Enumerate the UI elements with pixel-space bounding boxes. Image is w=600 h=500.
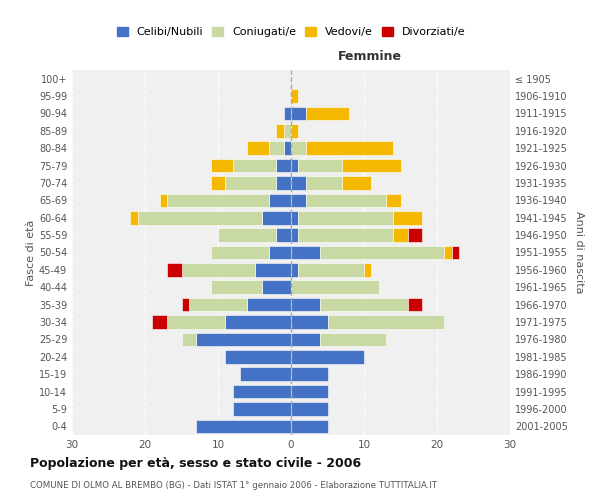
Bar bbox=[291, 315, 328, 329]
Bar bbox=[291, 228, 298, 242]
Bar bbox=[277, 124, 284, 138]
Bar bbox=[284, 142, 291, 155]
Text: Popolazione per età, sesso e stato civile - 2006: Popolazione per età, sesso e stato civil… bbox=[30, 458, 361, 470]
Bar bbox=[386, 194, 401, 207]
Bar bbox=[291, 90, 298, 103]
Bar bbox=[393, 228, 408, 242]
Bar bbox=[167, 315, 226, 329]
Bar bbox=[444, 246, 452, 260]
Bar bbox=[269, 246, 291, 260]
Bar bbox=[305, 106, 349, 120]
Bar bbox=[305, 194, 386, 207]
Bar bbox=[277, 176, 291, 190]
Text: Femmine: Femmine bbox=[338, 50, 402, 62]
Bar bbox=[291, 280, 379, 294]
Bar bbox=[298, 263, 364, 276]
Bar bbox=[291, 124, 298, 138]
Bar bbox=[291, 211, 298, 224]
Bar bbox=[452, 246, 459, 260]
Bar bbox=[167, 194, 269, 207]
Bar bbox=[277, 159, 291, 172]
Bar bbox=[182, 263, 254, 276]
Bar bbox=[182, 298, 189, 312]
Bar bbox=[291, 332, 320, 346]
Bar bbox=[226, 315, 291, 329]
Bar bbox=[393, 211, 422, 224]
Bar bbox=[240, 368, 291, 381]
Bar bbox=[262, 280, 291, 294]
Bar bbox=[182, 332, 196, 346]
Bar bbox=[226, 350, 291, 364]
Bar bbox=[233, 159, 277, 172]
Bar bbox=[233, 402, 291, 415]
Bar bbox=[291, 194, 305, 207]
Bar bbox=[342, 176, 371, 190]
Bar bbox=[277, 228, 291, 242]
Bar bbox=[298, 159, 342, 172]
Bar bbox=[320, 246, 444, 260]
Bar bbox=[408, 298, 422, 312]
Bar bbox=[298, 228, 393, 242]
Bar bbox=[196, 332, 291, 346]
Bar bbox=[291, 106, 305, 120]
Bar bbox=[291, 350, 364, 364]
Bar bbox=[138, 211, 262, 224]
Bar bbox=[291, 159, 298, 172]
Bar bbox=[320, 298, 408, 312]
Bar bbox=[291, 142, 305, 155]
Bar bbox=[291, 368, 328, 381]
Bar bbox=[211, 176, 226, 190]
Bar bbox=[247, 298, 291, 312]
Y-axis label: Anni di nascita: Anni di nascita bbox=[574, 211, 584, 294]
Bar bbox=[408, 228, 422, 242]
Bar bbox=[328, 315, 444, 329]
Text: COMUNE DI OLMO AL BREMBO (BG) - Dati ISTAT 1° gennaio 2006 - Elaborazione TUTTIT: COMUNE DI OLMO AL BREMBO (BG) - Dati IST… bbox=[30, 481, 437, 490]
Bar bbox=[189, 298, 247, 312]
Bar bbox=[291, 263, 298, 276]
Bar bbox=[211, 280, 262, 294]
Bar bbox=[291, 402, 328, 415]
Bar bbox=[269, 194, 291, 207]
Bar bbox=[364, 263, 371, 276]
Bar bbox=[291, 246, 320, 260]
Bar bbox=[211, 246, 269, 260]
Bar bbox=[291, 298, 320, 312]
Bar bbox=[226, 176, 277, 190]
Bar bbox=[284, 124, 291, 138]
Bar bbox=[152, 315, 167, 329]
Bar bbox=[305, 142, 393, 155]
Bar bbox=[196, 420, 291, 433]
Bar bbox=[305, 176, 342, 190]
Bar bbox=[262, 211, 291, 224]
Bar bbox=[291, 420, 328, 433]
Bar bbox=[130, 211, 138, 224]
Bar bbox=[269, 142, 284, 155]
Bar bbox=[233, 385, 291, 398]
Bar bbox=[298, 211, 393, 224]
Bar bbox=[342, 159, 401, 172]
Bar bbox=[218, 228, 277, 242]
Bar bbox=[320, 332, 386, 346]
Y-axis label: Fasce di età: Fasce di età bbox=[26, 220, 36, 286]
Bar bbox=[291, 176, 305, 190]
Bar bbox=[167, 263, 182, 276]
Legend: Celibi/Nubili, Coniugati/e, Vedovi/e, Divorziati/e: Celibi/Nubili, Coniugati/e, Vedovi/e, Di… bbox=[115, 24, 467, 40]
Bar bbox=[284, 106, 291, 120]
Bar bbox=[291, 385, 328, 398]
Bar bbox=[160, 194, 167, 207]
Bar bbox=[247, 142, 269, 155]
Bar bbox=[254, 263, 291, 276]
Bar bbox=[211, 159, 233, 172]
